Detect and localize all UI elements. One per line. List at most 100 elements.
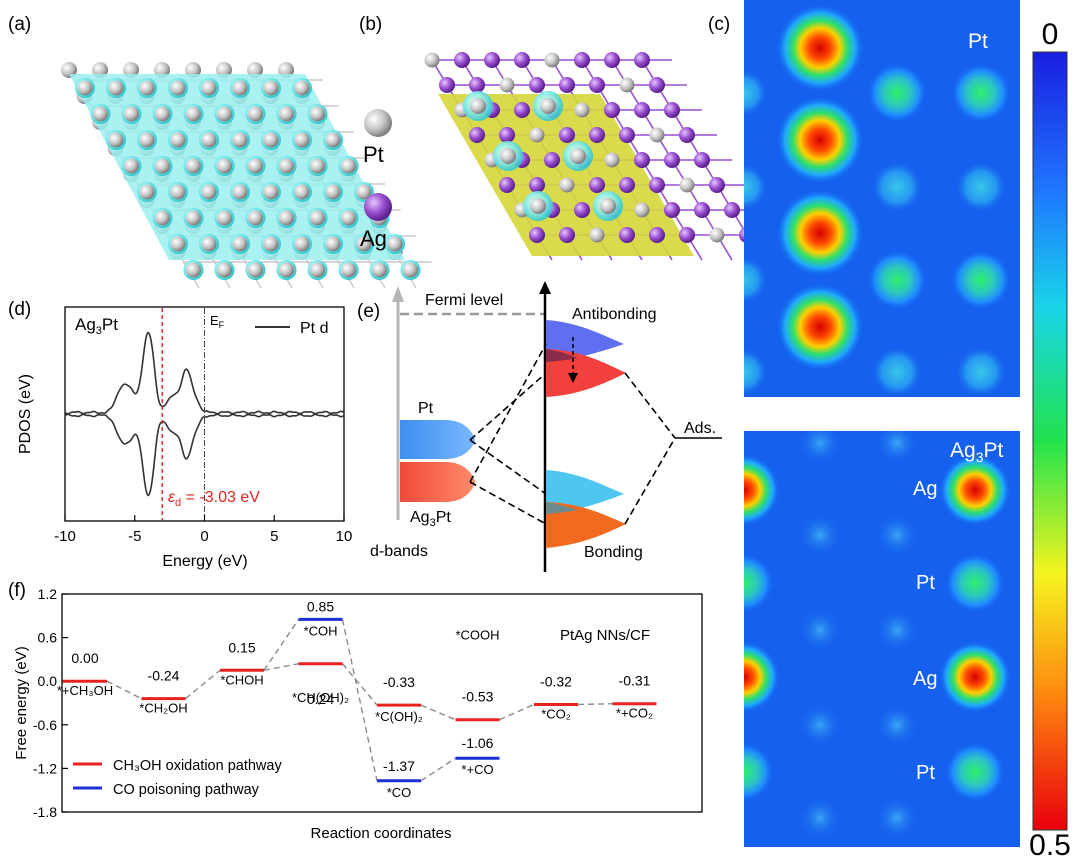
fe-y-ticks: -1.8 -1.2 -0.6 0.0 0.6 1.2: [33, 586, 68, 820]
fe-connector: [341, 619, 378, 781]
atom-legend: Pt Ag: [360, 109, 392, 251]
ag-atom: [469, 127, 485, 143]
pt-atom: [341, 210, 356, 226]
fe-y-tick-label: 1.2: [38, 586, 58, 602]
ag-atom: [694, 152, 710, 168]
pt-atom: [403, 262, 418, 278]
pt-atom: [387, 236, 403, 252]
pt-atom: [186, 210, 201, 226]
pt-atom: [604, 152, 620, 168]
density-spot: [744, 641, 780, 713]
pt-atom: [279, 210, 294, 226]
pdos-x-axis-label: Energy (eV): [162, 553, 247, 570]
pdos-legend-label: Pt d: [300, 320, 328, 337]
density-spot: [955, 161, 1007, 213]
pt-atom: [186, 158, 201, 174]
panel-label-a: (a): [8, 14, 31, 35]
density-spot: [875, 703, 919, 747]
map-label-pt: Pt: [968, 30, 988, 53]
bonding-orange-peak: [546, 502, 626, 548]
pt-atom: [310, 262, 325, 278]
pt-atom: [170, 236, 186, 252]
pt-atom: [341, 262, 356, 278]
ag-atom: [454, 52, 470, 68]
pt-atom: [170, 184, 186, 200]
fe-state-label: *COOH: [455, 628, 499, 643]
density-spot: [798, 513, 842, 557]
pt-atom: [263, 80, 279, 96]
pt-atom: [139, 184, 155, 200]
fe-y-tick-label: 0.6: [38, 630, 58, 646]
fe-value-label: -1.06: [462, 735, 494, 751]
ag-atom: [724, 202, 740, 218]
density-spot: [867, 250, 927, 310]
pdos-x-tick-label: -10: [54, 528, 76, 545]
ag-atom: [589, 177, 605, 193]
density-spot: [871, 161, 923, 213]
ag-atom: [634, 102, 650, 118]
ag-atom: [619, 227, 635, 243]
pdos-x-tick-label: 10: [336, 528, 353, 545]
density-spot: [776, 189, 864, 277]
ag3pt-dband-peak: [400, 462, 475, 502]
orbital-correlation-lines: [469, 343, 676, 525]
ag-atom: [574, 52, 590, 68]
density-spot: [945, 553, 1005, 613]
density-spot: [744, 69, 768, 117]
ag-atom-legend-label: Ag: [360, 226, 387, 251]
pt-atom: [530, 198, 546, 214]
density-spot: [744, 348, 768, 396]
fe-state-label: *CO₂: [541, 706, 571, 721]
pdos-y-axis-label: PDOS (eV): [17, 374, 34, 454]
fe-value-label: 0.24: [307, 691, 334, 707]
ed-annotation: εd = -3.03 eV: [168, 489, 260, 509]
pt-atom: [649, 127, 665, 143]
ag-atom: [499, 127, 515, 143]
ag-atom: [679, 127, 695, 143]
colorbar-top-label: 0: [1042, 18, 1059, 51]
fe-state-label: *CH(OH)₂: [292, 690, 349, 705]
ag-atom: [709, 177, 725, 193]
ag3pt-slab-illustration: [424, 52, 777, 261]
pt-atom: [619, 77, 635, 93]
fe-state-label: *COH: [304, 623, 338, 638]
pt-atom: [124, 158, 139, 174]
colorbar-bottom-label: 0.5: [1029, 829, 1071, 860]
pt-atom: [679, 177, 695, 193]
pt-atom: [310, 210, 325, 226]
density-spot: [744, 553, 774, 613]
map-row-label-3: Ag: [913, 668, 937, 690]
pdos-x-ticks: -10 -5 0 5 10: [54, 515, 352, 545]
pt-atom: [217, 158, 232, 174]
pt-atom: [77, 80, 93, 96]
fe-chart-title: PtAg NNs/CF: [560, 627, 650, 644]
pt-atom: [325, 132, 341, 148]
pt-atom: [263, 132, 279, 148]
bonding-overlap: [546, 502, 578, 514]
density-spot: [798, 703, 842, 747]
pt-atom: [170, 132, 186, 148]
panel-label-f: (f): [8, 580, 26, 601]
ag-atom: [439, 77, 455, 93]
fe-connector: [185, 669, 221, 700]
bonding-label: Bonding: [584, 544, 643, 561]
pt-atom: [155, 158, 170, 174]
pt-atom: [124, 106, 139, 122]
pdos-x-tick-label: 0: [200, 528, 208, 545]
pt-atom: [232, 236, 248, 252]
fe-x-axis-label: Reaction coordinates: [311, 825, 452, 842]
fe-levels: [63, 617, 657, 783]
d-band-diagram: Fermi level Pt Ag3Pt d-bands Antibonding…: [370, 281, 722, 572]
fe-value-label: 0.00: [71, 650, 98, 666]
ag-atom: [604, 102, 620, 118]
ag-atom: [649, 77, 665, 93]
fe-value-label: -0.32: [540, 673, 572, 689]
pt-atom: [170, 80, 186, 96]
fe-connector: [499, 703, 535, 721]
antibonding-red-peak: [546, 349, 626, 397]
ag-atom: [469, 77, 485, 93]
pt-atom: [310, 158, 325, 174]
panel-label-e: (e): [357, 301, 380, 322]
fe-y-tick-label: -1.2: [33, 760, 57, 776]
